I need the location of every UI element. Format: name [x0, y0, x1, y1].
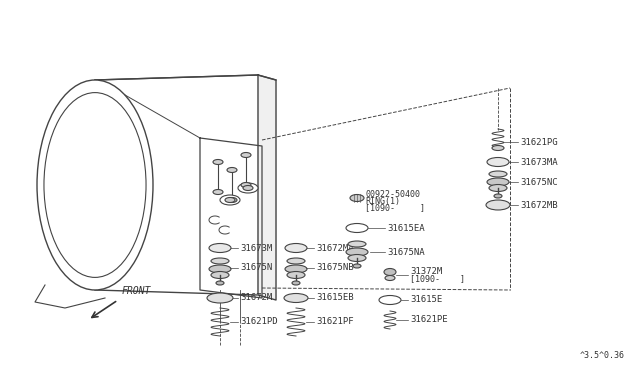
Ellipse shape	[353, 264, 361, 268]
Ellipse shape	[346, 224, 368, 232]
Text: 00922-50400: 00922-50400	[365, 189, 420, 199]
Ellipse shape	[350, 195, 364, 202]
Text: ^3.5^0.36: ^3.5^0.36	[580, 351, 625, 360]
Text: [1090-    ]: [1090- ]	[410, 275, 465, 283]
Text: FRONT: FRONT	[122, 286, 152, 296]
Ellipse shape	[384, 269, 396, 276]
Ellipse shape	[225, 198, 235, 202]
Ellipse shape	[292, 281, 300, 285]
Ellipse shape	[227, 198, 237, 202]
Ellipse shape	[348, 241, 366, 247]
Polygon shape	[258, 75, 276, 300]
Text: [1090-     ]: [1090- ]	[365, 203, 425, 212]
Ellipse shape	[285, 244, 307, 253]
Text: 31615E: 31615E	[410, 295, 442, 305]
Text: 31372M: 31372M	[410, 267, 442, 276]
Ellipse shape	[348, 254, 366, 262]
Text: 31672MA: 31672MA	[316, 244, 354, 253]
Ellipse shape	[243, 186, 253, 190]
Text: 31621PD: 31621PD	[240, 317, 278, 327]
Ellipse shape	[284, 294, 308, 302]
Ellipse shape	[207, 293, 233, 303]
Ellipse shape	[385, 276, 395, 280]
Text: 31675N: 31675N	[240, 263, 272, 273]
Text: 31675NB: 31675NB	[316, 263, 354, 273]
Ellipse shape	[487, 157, 509, 167]
Text: 31673MA: 31673MA	[520, 157, 557, 167]
Text: RING(1): RING(1)	[365, 196, 400, 205]
Ellipse shape	[238, 183, 258, 193]
Ellipse shape	[211, 272, 229, 279]
Ellipse shape	[285, 265, 307, 273]
Ellipse shape	[213, 189, 223, 195]
Text: 31615EB: 31615EB	[316, 294, 354, 302]
Ellipse shape	[379, 295, 401, 305]
Ellipse shape	[211, 258, 229, 264]
Text: 31675NA: 31675NA	[387, 247, 424, 257]
Ellipse shape	[492, 145, 504, 151]
Ellipse shape	[241, 183, 251, 187]
Ellipse shape	[346, 248, 368, 256]
Text: 31621PF: 31621PF	[316, 317, 354, 327]
Ellipse shape	[494, 194, 502, 198]
Ellipse shape	[37, 80, 153, 290]
Text: 31673M: 31673M	[240, 244, 272, 253]
Ellipse shape	[44, 93, 146, 278]
Ellipse shape	[213, 160, 223, 164]
Text: 31621PE: 31621PE	[410, 315, 447, 324]
Text: 31615EA: 31615EA	[387, 224, 424, 232]
Ellipse shape	[489, 171, 507, 177]
Ellipse shape	[287, 272, 305, 279]
Ellipse shape	[486, 200, 510, 210]
Ellipse shape	[220, 195, 240, 205]
Text: 31675NC: 31675NC	[520, 177, 557, 186]
Text: 31672MB: 31672MB	[520, 201, 557, 209]
Ellipse shape	[489, 185, 507, 192]
Ellipse shape	[209, 244, 231, 253]
Ellipse shape	[241, 153, 251, 157]
Ellipse shape	[209, 265, 231, 273]
Text: 31621PG: 31621PG	[520, 138, 557, 147]
Ellipse shape	[287, 258, 305, 264]
Ellipse shape	[487, 178, 509, 186]
Text: 31672M: 31672M	[240, 294, 272, 302]
Ellipse shape	[227, 167, 237, 173]
Ellipse shape	[216, 281, 224, 285]
